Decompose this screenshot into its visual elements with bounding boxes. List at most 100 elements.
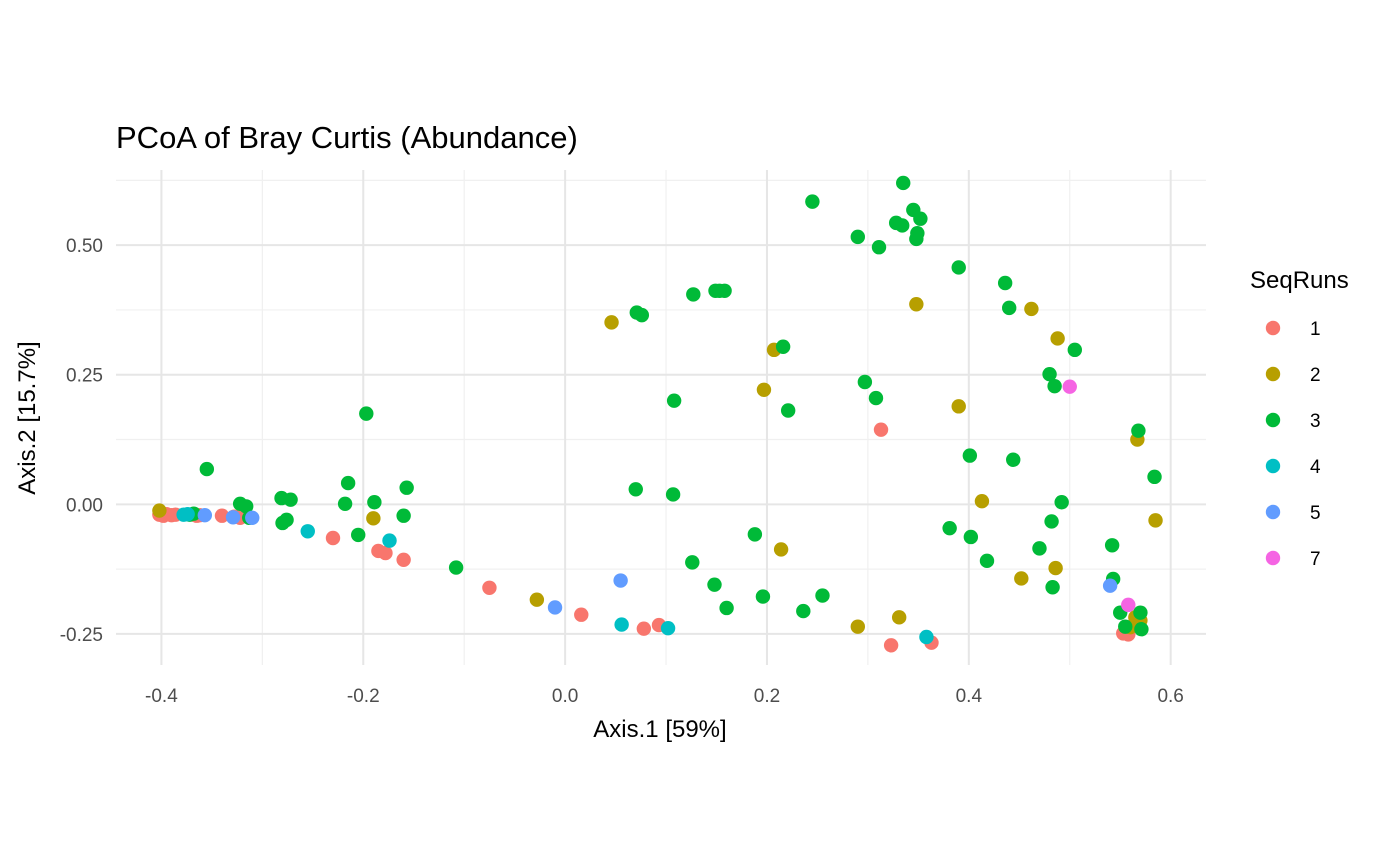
legend-key-7 [1265, 550, 1281, 566]
data-point-seqrun-3 [962, 448, 978, 463]
data-point-seqrun-2 [366, 511, 381, 526]
data-point-seqrun-5 [245, 510, 260, 525]
grid-lines [116, 170, 1206, 665]
data-points [152, 175, 1163, 653]
data-point-seqrun-3 [719, 600, 734, 616]
legend-key-4 [1265, 458, 1281, 474]
data-point-seqrun-3 [396, 508, 411, 523]
data-point-seqrun-3 [868, 390, 884, 406]
data-point-seqrun-3 [448, 560, 464, 575]
data-point-seqrun-2 [1050, 331, 1065, 346]
data-point-seqrun-2 [529, 592, 545, 607]
legend-key-1 [1265, 320, 1281, 336]
legend-title: SeqRuns [1250, 267, 1349, 294]
data-point-seqrun-3 [910, 226, 925, 241]
legend-label-3: 3 [1310, 411, 1321, 432]
data-point-seqrun-3 [1104, 538, 1120, 553]
data-point-seqrun-3 [942, 520, 957, 536]
chart-title: PCoA of Bray Curtis (Abundance) [116, 120, 578, 155]
data-point-seqrun-2 [152, 503, 167, 518]
data-point-seqrun-3 [666, 393, 682, 408]
data-point-seqrun-3 [685, 555, 700, 570]
data-point-seqrun-3 [979, 553, 995, 569]
data-point-seqrun-7 [1062, 379, 1077, 394]
data-point-seqrun-3 [997, 275, 1013, 291]
legend-key-2 [1265, 366, 1281, 382]
data-point-seqrun-5 [547, 600, 563, 615]
x-tick-label: -0.2 [347, 686, 380, 707]
data-point-seqrun-3 [951, 260, 966, 275]
data-point-seqrun-3 [747, 527, 763, 542]
x-tick-label: 0.0 [552, 686, 578, 707]
data-point-seqrun-1 [873, 422, 889, 437]
y-tick-label: 0.25 [66, 366, 103, 387]
legend-key-5 [1265, 504, 1281, 520]
legend-key-3 [1265, 412, 1281, 428]
y-tick-label: -0.25 [60, 625, 103, 646]
data-point-seqrun-1 [482, 580, 497, 595]
legend: SeqRuns 1 2 3 4 5 7 [1250, 267, 1349, 570]
data-point-seqrun-3 [775, 339, 791, 354]
data-point-seqrun-3 [1032, 541, 1047, 556]
data-point-seqrun-2 [1014, 571, 1029, 586]
data-point-seqrun-2 [891, 610, 907, 625]
data-point-seqrun-2 [604, 315, 619, 330]
data-point-seqrun-3 [1147, 469, 1162, 485]
data-point-seqrun-3 [367, 495, 382, 510]
data-point-seqrun-1 [396, 552, 411, 567]
data-point-seqrun-1 [214, 508, 230, 523]
data-point-seqrun-3 [913, 211, 928, 226]
data-point-seqrun-5 [613, 573, 628, 588]
data-point-seqrun-3 [895, 218, 910, 233]
data-point-seqrun-1 [574, 607, 589, 622]
data-point-seqrun-3 [279, 512, 294, 528]
data-point-seqrun-2 [974, 494, 990, 509]
data-point-seqrun-3 [1044, 514, 1059, 529]
data-point-seqrun-3 [796, 603, 811, 619]
data-point-seqrun-2 [1048, 560, 1063, 576]
data-point-seqrun-4 [300, 524, 315, 539]
data-point-seqrun-3 [850, 229, 866, 245]
data-point-seqrun-3 [780, 403, 796, 418]
data-point-seqrun-3 [896, 175, 911, 191]
legend-label-1: 1 [1310, 319, 1321, 340]
data-point-seqrun-3 [340, 475, 356, 491]
data-point-seqrun-3 [1045, 580, 1060, 595]
y-tick-label: 0.50 [66, 236, 103, 257]
x-tick-label: 0.6 [1157, 686, 1183, 707]
data-point-seqrun-3 [1047, 378, 1062, 394]
data-point-seqrun-5 [225, 510, 241, 525]
data-point-seqrun-3 [351, 527, 366, 543]
data-point-seqrun-2 [773, 542, 789, 557]
data-point-seqrun-5 [1102, 578, 1118, 593]
y-tick-label: 0.00 [66, 495, 103, 516]
data-point-seqrun-3 [1118, 619, 1133, 634]
data-point-seqrun-7 [1121, 597, 1136, 613]
data-point-seqrun-4 [382, 533, 397, 548]
data-point-seqrun-4 [919, 629, 934, 645]
data-point-seqrun-3 [199, 461, 215, 477]
data-point-seqrun-2 [1148, 513, 1163, 528]
legend-label-2: 2 [1310, 365, 1321, 386]
data-point-seqrun-3 [755, 589, 771, 604]
x-tick-label: -0.4 [145, 686, 178, 707]
data-point-seqrun-3 [871, 240, 887, 255]
data-point-seqrun-4 [660, 620, 676, 636]
data-point-seqrun-3 [1131, 423, 1146, 438]
data-point-seqrun-5 [197, 508, 213, 523]
legend-label-4: 4 [1310, 457, 1321, 478]
y-axis-title: Axis.2 [15.7%] [14, 341, 41, 494]
data-point-seqrun-3 [238, 499, 254, 514]
data-point-seqrun-3 [686, 287, 701, 302]
data-point-seqrun-3 [1006, 452, 1021, 467]
x-tick-label: 0.4 [956, 686, 983, 707]
data-point-seqrun-2 [1024, 301, 1039, 317]
data-point-seqrun-3 [665, 487, 681, 502]
data-point-seqrun-1 [378, 545, 393, 561]
data-point-seqrun-3 [707, 577, 722, 592]
data-point-seqrun-3 [399, 480, 414, 495]
x-axis-tick-labels: -0.4 -0.2 0.0 0.2 0.4 0.6 [145, 686, 1184, 707]
data-point-seqrun-3 [1042, 367, 1057, 382]
data-point-seqrun-2 [756, 382, 772, 397]
